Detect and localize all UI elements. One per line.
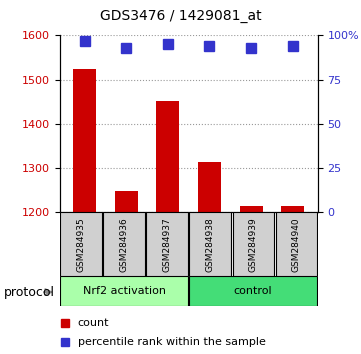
Bar — [198, 162, 221, 212]
Text: GSM284938: GSM284938 — [206, 217, 215, 272]
Text: GSM284937: GSM284937 — [162, 217, 171, 272]
Bar — [60, 276, 188, 306]
Text: GSM284935: GSM284935 — [77, 217, 86, 272]
Bar — [275, 212, 317, 276]
Text: protocol: protocol — [4, 286, 55, 298]
Text: percentile rank within the sample: percentile rank within the sample — [78, 337, 265, 347]
Bar — [73, 69, 96, 212]
Bar — [240, 206, 262, 212]
Bar — [147, 212, 188, 276]
Bar — [104, 212, 145, 276]
Bar — [115, 191, 138, 212]
Text: Nrf2 activation: Nrf2 activation — [83, 286, 166, 296]
Text: GSM284939: GSM284939 — [249, 217, 258, 272]
Bar — [60, 212, 102, 276]
Bar — [190, 276, 317, 306]
Bar — [281, 206, 304, 212]
Text: GDS3476 / 1429081_at: GDS3476 / 1429081_at — [100, 9, 261, 23]
Text: GSM284936: GSM284936 — [119, 217, 129, 272]
Text: control: control — [234, 286, 273, 296]
Text: count: count — [78, 318, 109, 329]
Bar — [156, 101, 179, 212]
Bar — [190, 212, 231, 276]
Text: GSM284940: GSM284940 — [292, 217, 301, 272]
Bar — [232, 212, 274, 276]
